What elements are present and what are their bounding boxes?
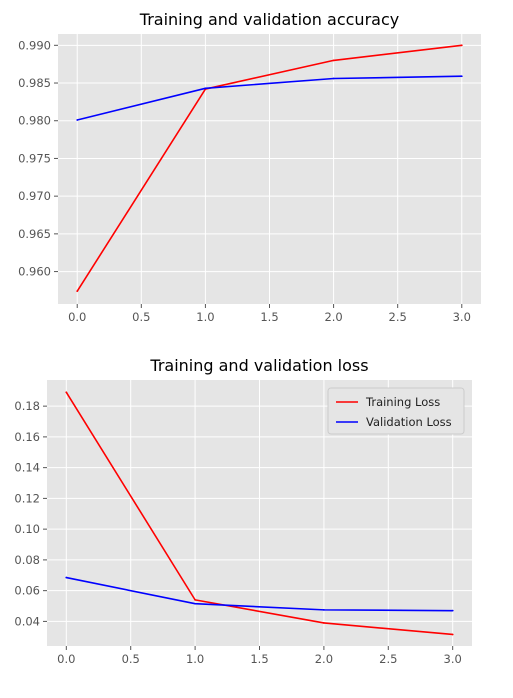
chart-title: Training and validation accuracy [139, 10, 399, 29]
data-point [76, 119, 79, 121]
y-tick-label: 0.970 [18, 189, 51, 203]
series-line-training [65, 391, 453, 636]
legend-box [327, 387, 465, 435]
x-tick-label: 2.0 [315, 652, 333, 666]
x-tick-label: 2.5 [379, 652, 397, 666]
x-tick-label: 2.5 [389, 310, 407, 324]
y-tick-label: 0.960 [18, 265, 51, 279]
data-point [194, 598, 197, 601]
x-tick-label: 0.5 [122, 652, 140, 666]
x-tick-label: 1.0 [186, 652, 204, 666]
x-tick-label: 1.5 [250, 652, 268, 666]
y-tick-label: 0.980 [18, 114, 51, 128]
data-point [76, 290, 79, 293]
data-point [204, 87, 207, 90]
y-tick-label: 0.975 [18, 151, 51, 165]
data-point [451, 609, 454, 612]
x-tick-label: 3.0 [444, 652, 462, 666]
data-point [451, 633, 454, 636]
legend: Training Loss Validation Loss [327, 387, 465, 435]
y-tick-label: 0.06 [14, 584, 40, 598]
y-tick-label: 0.990 [18, 38, 51, 52]
x-tick-label: 3.0 [453, 310, 471, 324]
y-tick-label: 0.04 [14, 614, 40, 628]
y-tick-label: 0.10 [14, 522, 40, 536]
accuracy-chart: 0.0 0.5 1.0 1.5 2.0 2.5 3.0 0.960 0.965 0.970 0.97… [18, 10, 481, 324]
data-point [332, 77, 335, 80]
chart-title: Training and validation loss [149, 356, 368, 375]
y-tick-label: 0.16 [14, 430, 40, 444]
legend-label: Training Loss [365, 395, 440, 409]
data-point [460, 44, 463, 47]
y-tick-label: 0.965 [18, 227, 51, 241]
data-point [65, 576, 68, 579]
y-tick-label: 0.12 [14, 491, 40, 505]
x-tick-label: 1.0 [196, 310, 214, 324]
data-point [322, 608, 325, 611]
data-point [194, 602, 197, 605]
series-line-validation [77, 75, 462, 121]
x-tick-label: 1.5 [260, 310, 278, 324]
y-tick-label: 0.985 [18, 76, 51, 90]
data-point [460, 75, 463, 78]
series-line-training [76, 44, 462, 292]
legend-label: Validation Loss [366, 415, 452, 429]
data-point [65, 391, 68, 394]
x-tick-label: 0.5 [132, 310, 150, 324]
y-tick-label: 0.14 [14, 461, 40, 475]
x-tick-label: 0.0 [68, 310, 86, 324]
series-line-validation [66, 576, 453, 612]
loss-chart: 0.0 0.5 1.0 1.5 2.0 2.5 3.0 0.04 0.06 0.08 0.10 0.1… [14, 356, 472, 666]
y-tick-label: 0.08 [14, 553, 40, 567]
x-tick-label: 2.0 [324, 310, 342, 324]
data-point [322, 622, 325, 624]
data-point [332, 59, 335, 62]
x-tick-label: 0.0 [57, 652, 75, 666]
y-tick-label: 0.18 [14, 399, 40, 413]
